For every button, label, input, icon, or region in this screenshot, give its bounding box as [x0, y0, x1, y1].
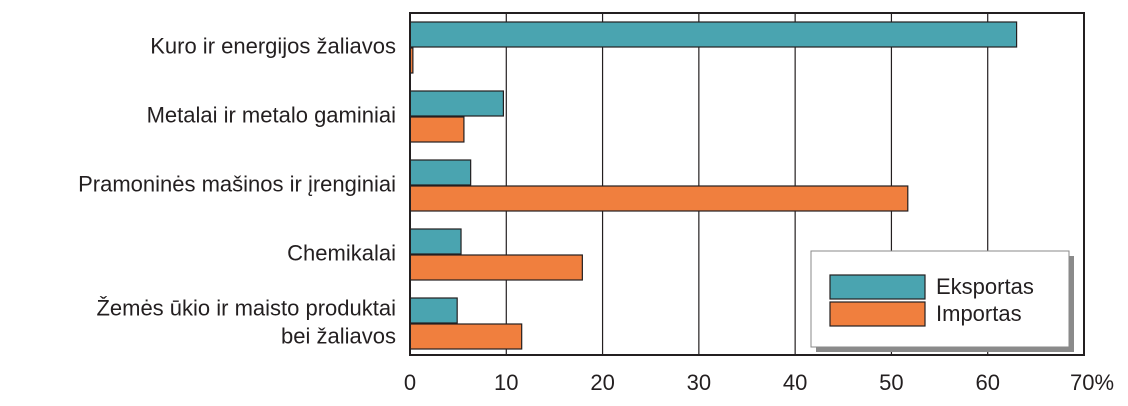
bar-importas-1 — [409, 116, 465, 143]
legend-swatch-importas — [829, 301, 926, 327]
bars — [409, 21, 1018, 350]
bar-eksportas-1 — [409, 90, 504, 117]
category-labels: Kuro ir energijos žaliavos Metalai ir met… — [78, 33, 396, 348]
legend-label-eksportas: Eksportas — [936, 274, 1034, 299]
grid — [505, 13, 989, 355]
x-tick-label-6: 60 — [975, 370, 999, 395]
x-tick-label-0: 0 — [404, 370, 416, 395]
category-label-4-1: bei žaliavos — [281, 323, 396, 348]
category-label-3-0: Chemikalai — [287, 240, 396, 265]
x-tick-label-4: 40 — [783, 370, 807, 395]
category-label-2-0: Pramoninės mašinos ir įrenginiai — [78, 171, 396, 196]
bar-eksportas-3 — [409, 228, 462, 255]
bar-eksportas-4 — [409, 297, 458, 324]
bar-importas-4 — [409, 323, 523, 350]
bar-importas-2 — [409, 185, 909, 212]
legend-swatch-eksportas — [829, 274, 926, 300]
bar-eksportas-0 — [409, 21, 1018, 48]
x-axis-ticks: 0 10 20 30 40 50 60 70% — [404, 370, 1114, 395]
category-label-1-0: Metalai ir metalo gaminiai — [147, 102, 396, 127]
category-label-0-0: Kuro ir energijos žaliavos — [150, 33, 396, 58]
bar-eksportas-2 — [409, 159, 472, 186]
legend-label-importas: Importas — [936, 301, 1022, 326]
plot-frame — [409, 12, 1085, 356]
x-tick-label-5: 50 — [879, 370, 903, 395]
x-tick-label-1: 10 — [494, 370, 518, 395]
bar-importas-3 — [409, 254, 583, 281]
category-label-4-0: Žemės ūkio ir maisto produktai — [96, 295, 396, 320]
x-tick-label-3: 30 — [687, 370, 711, 395]
x-tick-label-2: 20 — [590, 370, 614, 395]
x-tick-label-7: 70% — [1070, 370, 1114, 395]
